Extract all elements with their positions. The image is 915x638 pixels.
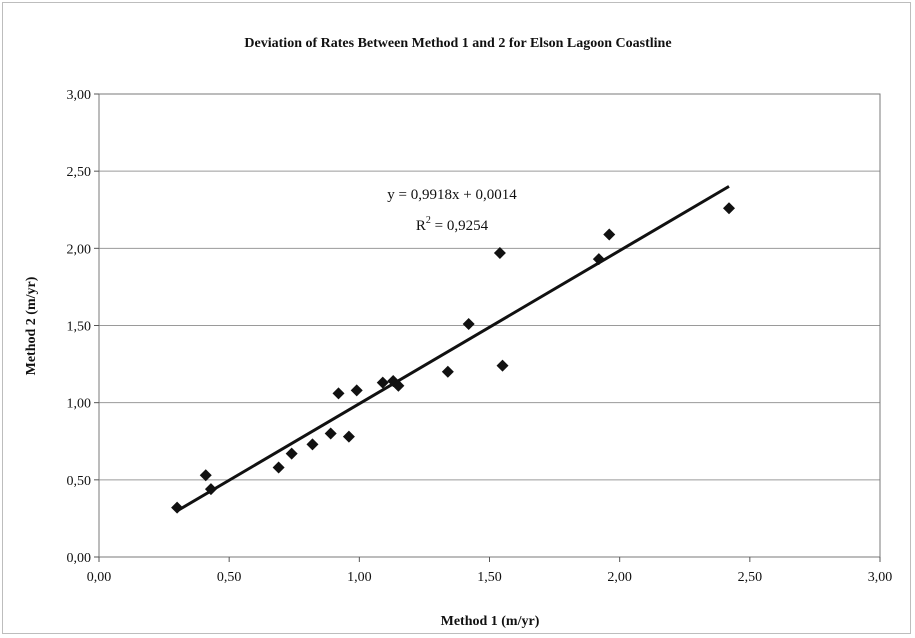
x-tick-label: 2,50 <box>738 570 763 585</box>
data-point <box>285 447 298 460</box>
y-tick-label: 0,50 <box>67 474 92 489</box>
data-point <box>272 461 285 474</box>
data-point <box>332 387 345 400</box>
r-squared-value: = 0,9254 <box>431 218 489 234</box>
data-point <box>441 365 454 378</box>
y-tick-label: 2,50 <box>67 165 92 180</box>
data-point <box>342 430 355 443</box>
y-tick-label: 1,50 <box>67 320 92 335</box>
x-tick-label: 1,50 <box>477 570 502 585</box>
data-point <box>171 501 184 514</box>
data-point <box>392 379 405 392</box>
y-axis-label: Method 2 (m/yr) <box>24 276 39 375</box>
data-point <box>462 317 475 330</box>
y-tick-label: 1,00 <box>67 397 92 412</box>
x-axis-ticks: 0,00 0,50 1,00 1,50 2,00 2,50 3,00 <box>87 557 893 585</box>
x-tick-label: 0,50 <box>217 570 242 585</box>
data-point <box>324 427 337 440</box>
x-tick-label: 3,00 <box>868 570 893 585</box>
x-axis-label: Method 1 (m/yr) <box>441 614 540 629</box>
data-point <box>350 384 363 397</box>
data-point <box>376 376 389 389</box>
r-squared-letter: R <box>416 218 426 234</box>
y-tick-label: 3,00 <box>67 88 92 103</box>
x-tick-label: 0,00 <box>87 570 112 585</box>
data-point <box>723 202 736 215</box>
data-point <box>603 228 616 241</box>
trendline-equation: y = 0,9918x + 0,0014 <box>387 187 517 203</box>
data-point <box>496 359 509 372</box>
x-tick-label: 2,00 <box>607 570 632 585</box>
r-squared-superscript: 2 <box>426 215 431 226</box>
y-axis-ticks: 0,00 0,50 1,00 1,50 2,00 2,50 3,00 <box>67 88 99 566</box>
data-point <box>592 253 605 266</box>
x-tick-label: 1,00 <box>347 570 372 585</box>
y-tick-label: 0,00 <box>67 551 92 566</box>
data-point <box>306 438 319 451</box>
data-point <box>199 469 212 482</box>
chart-title: Deviation of Rates Between Method 1 and … <box>244 36 671 51</box>
data-point <box>204 483 217 496</box>
data-points <box>171 202 736 514</box>
r-squared-label: R2 = 0,9254 <box>416 215 489 234</box>
data-point <box>493 246 506 259</box>
trendline <box>176 185 730 513</box>
y-tick-label: 2,00 <box>67 242 92 257</box>
